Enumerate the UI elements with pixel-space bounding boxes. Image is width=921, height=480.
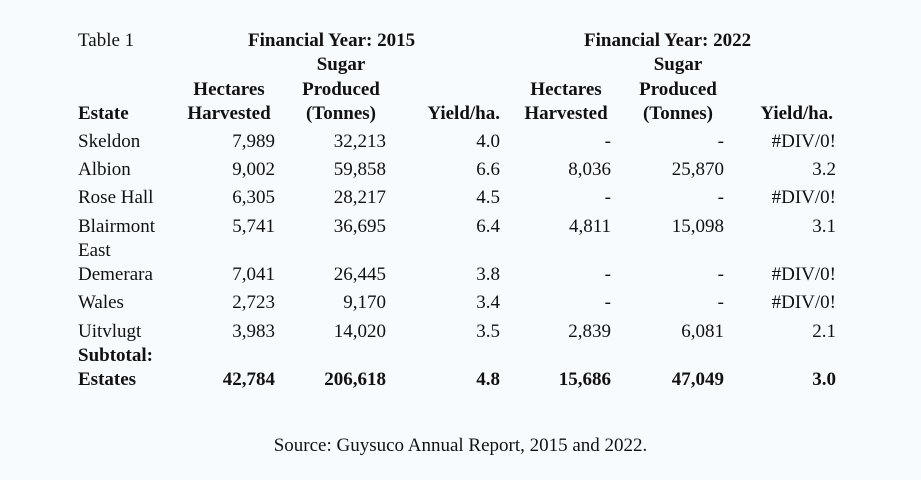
cell-yield-2015: 4.0	[476, 131, 500, 152]
cell-yield-2015: 3.5	[476, 321, 500, 342]
cell-yield-2015: 3.4	[476, 292, 500, 313]
cell-sugar-2015: 59,858	[333, 159, 386, 180]
cell-hectares-2015: 7,989	[232, 131, 275, 152]
cell-estate: Uitvlugt	[78, 321, 142, 342]
subtotal-sugar-2015: 206,618	[324, 369, 386, 390]
cell-yield-2015: 6.4	[476, 216, 500, 237]
cell-sugar-2022: -	[717, 292, 724, 313]
table-label: Table 1	[78, 30, 135, 51]
cell-hectares-2022: -	[604, 292, 611, 313]
source-note: Source: Guysuco Annual Report, 2015 and …	[273, 435, 648, 456]
subtotal-hectares-2015: 42,784	[222, 369, 275, 390]
cell-estate: Rose Hall	[78, 187, 154, 208]
cell-hectares-2022: 8,036	[568, 159, 611, 180]
cell-yield-2015: 3.8	[476, 264, 500, 285]
cell-hectares-2015: 2,723	[232, 292, 275, 313]
cell-sugar-2015: 28,217	[333, 187, 386, 208]
cell-sugar-2022: 6,081	[681, 321, 724, 342]
cell-yield-2015: 4.5	[476, 187, 500, 208]
cell-sugar-2015: 32,213	[333, 131, 386, 152]
cell-hectares-2022: 4,811	[568, 216, 611, 237]
cell-hectares-2015: 5,741	[232, 216, 275, 237]
cell-sugar-2015: 26,445	[333, 264, 386, 285]
cell-hectares-2022: -	[604, 131, 611, 152]
cell-yield-2015: 6.6	[476, 159, 500, 180]
subtotal-yield-2015: 4.8	[476, 369, 500, 390]
cell-sugar-2015: 14,020	[333, 321, 386, 342]
subtotal-hectares-2022: 15,686	[558, 369, 611, 390]
header-yield-2015: Yield/ha.	[427, 103, 500, 124]
cell-estate-line2: East	[78, 240, 111, 261]
header-sugar-2015-top: Sugar	[316, 54, 366, 75]
cell-yield-2022: #DIV/0!	[771, 264, 836, 285]
cell-estate: Albion	[78, 159, 131, 180]
cell-hectares-2015: 7,041	[232, 264, 275, 285]
header-sugar-2022-top: Sugar	[653, 54, 703, 75]
cell-sugar-2022: -	[717, 264, 724, 285]
cell-yield-2022: 3.2	[812, 159, 836, 180]
header-hectares-2015-bottom: Harvested	[187, 103, 271, 124]
cell-sugar-2015: 36,695	[333, 216, 386, 237]
cell-estate: Wales	[78, 292, 124, 313]
subtotal-yield-2022: 3.0	[812, 369, 836, 390]
header-sugar-2022-bottom: (Tonnes)	[642, 103, 714, 124]
cell-sugar-2022: 15,098	[671, 216, 724, 237]
cell-hectares-2015: 9,002	[232, 159, 275, 180]
cell-yield-2022: #DIV/0!	[771, 187, 836, 208]
cell-sugar-2015: 9,170	[343, 292, 386, 313]
subtotal-label: Subtotal:	[78, 345, 153, 366]
cell-hectares-2015: 3,983	[232, 321, 275, 342]
cell-sugar-2022: 25,870	[671, 159, 724, 180]
cell-hectares-2015: 6,305	[232, 187, 275, 208]
cell-hectares-2022: 2,839	[568, 321, 611, 342]
cell-yield-2022: #DIV/0!	[771, 131, 836, 152]
subtotal-sugar-2022: 47,049	[671, 369, 724, 390]
cell-estate: Skeldon	[78, 131, 141, 152]
cell-sugar-2022: -	[717, 187, 724, 208]
header-estate: Estate	[78, 103, 129, 124]
cell-yield-2022: 3.1	[812, 216, 836, 237]
header-hectares-2022-top: Hectares	[530, 79, 602, 100]
header-yield-2022: Yield/ha.	[760, 103, 833, 124]
header-hectares-2022-bottom: Harvested	[524, 103, 608, 124]
year-header-2022: Financial Year: 2022	[584, 30, 752, 51]
header-hectares-2015-top: Hectares	[193, 79, 265, 100]
cell-yield-2022: #DIV/0!	[771, 292, 836, 313]
cell-estate: Blairmont	[78, 216, 156, 237]
cell-hectares-2022: -	[604, 264, 611, 285]
header-sugar-2022-mid: Produced	[639, 79, 717, 100]
cell-yield-2022: 2.1	[812, 321, 836, 342]
subtotal-label-line2: Estates	[78, 369, 137, 390]
header-sugar-2015-bottom: (Tonnes)	[305, 103, 377, 124]
year-header-2015: Financial Year: 2015	[248, 30, 416, 51]
cell-estate: Demerara	[78, 264, 153, 285]
cell-sugar-2022: -	[717, 131, 724, 152]
header-sugar-2015-mid: Produced	[302, 79, 380, 100]
cell-hectares-2022: -	[604, 187, 611, 208]
